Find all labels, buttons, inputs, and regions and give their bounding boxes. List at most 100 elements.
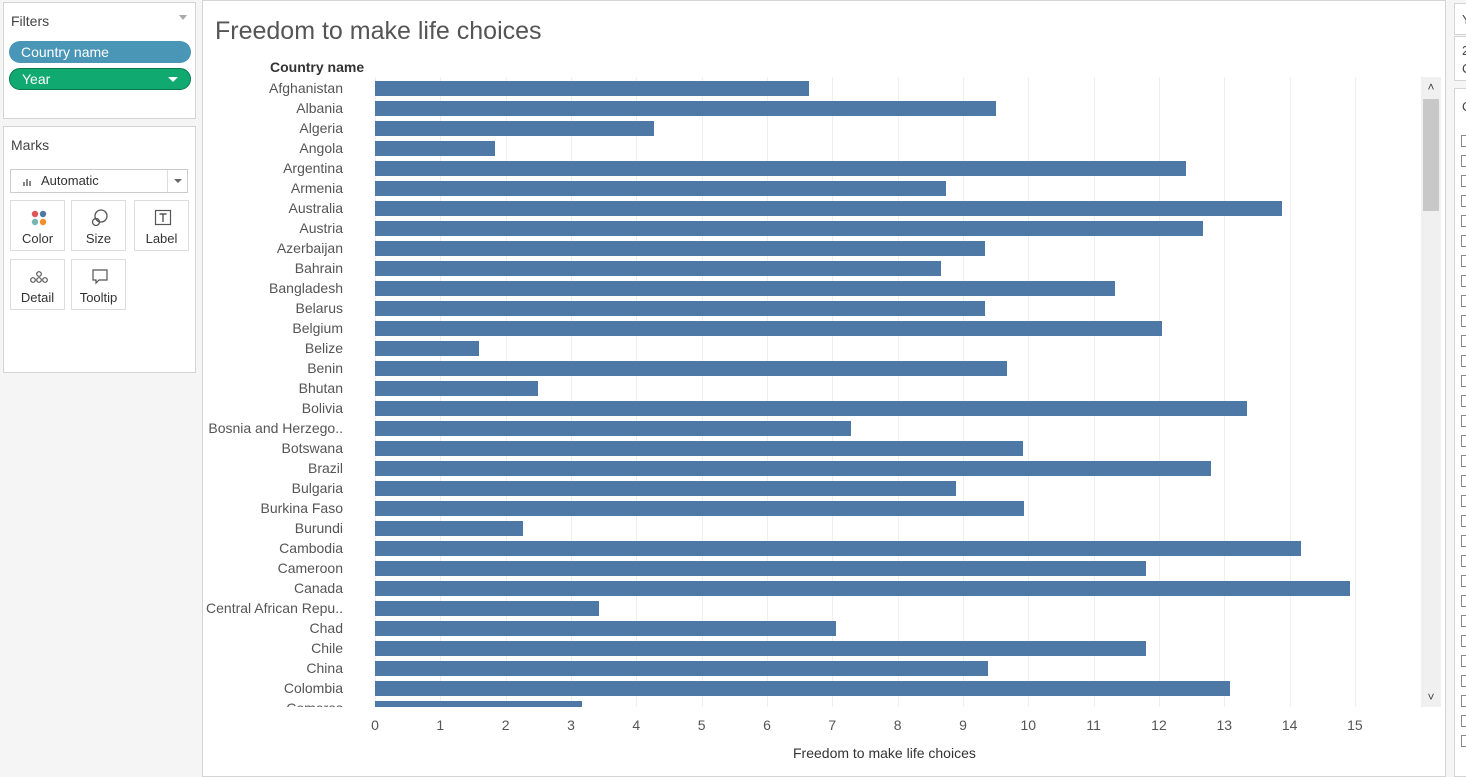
row-label[interactable]: Algeria bbox=[299, 120, 343, 136]
chevron-down-icon[interactable] bbox=[167, 170, 187, 192]
tooltip-button[interactable]: Tooltip bbox=[71, 259, 126, 310]
row-label[interactable]: Azerbaijan bbox=[276, 240, 343, 256]
mark-type-select[interactable]: Automatic bbox=[10, 169, 188, 193]
filter-checkbox[interactable] bbox=[1461, 235, 1466, 247]
filter-pill-country[interactable]: Country name bbox=[9, 41, 191, 63]
row-label[interactable]: Brazil bbox=[307, 460, 343, 476]
bar[interactable] bbox=[375, 241, 985, 256]
vertical-scrollbar[interactable]: ˄ ˅ bbox=[1421, 77, 1441, 707]
size-button[interactable]: Size bbox=[71, 200, 126, 251]
filter-checkbox[interactable] bbox=[1461, 735, 1466, 747]
row-label[interactable]: Canada bbox=[293, 580, 343, 596]
filter-checkbox[interactable] bbox=[1461, 135, 1466, 147]
filter-checkbox[interactable] bbox=[1461, 175, 1466, 187]
filter-checkbox[interactable] bbox=[1461, 715, 1466, 727]
filter-checkbox[interactable] bbox=[1461, 395, 1466, 407]
row-label[interactable]: Bhutan bbox=[298, 380, 343, 396]
filter-checkbox[interactable] bbox=[1461, 515, 1466, 527]
filter-checkbox[interactable] bbox=[1461, 355, 1466, 367]
detail-button[interactable]: Detail bbox=[10, 259, 65, 310]
filter-checkbox[interactable] bbox=[1461, 535, 1466, 547]
row-label[interactable]: Albania bbox=[296, 100, 343, 116]
row-label[interactable]: Bahrain bbox=[294, 260, 343, 276]
filter-checkbox[interactable] bbox=[1461, 215, 1466, 227]
row-label[interactable]: Bangladesh bbox=[269, 280, 343, 296]
bar[interactable] bbox=[375, 141, 495, 156]
row-label[interactable]: Burundi bbox=[294, 520, 343, 536]
scroll-thumb[interactable] bbox=[1423, 99, 1439, 211]
filter-checkbox[interactable] bbox=[1461, 655, 1466, 667]
label-button[interactable]: Label bbox=[134, 200, 189, 251]
scroll-down-icon[interactable]: ˅ bbox=[1427, 690, 1435, 704]
row-label[interactable]: Angola bbox=[299, 140, 343, 156]
filter-checkbox[interactable] bbox=[1461, 495, 1466, 507]
filter-checkbox[interactable] bbox=[1461, 575, 1466, 587]
bar[interactable] bbox=[375, 161, 1187, 176]
color-button[interactable]: Color bbox=[10, 200, 65, 251]
bar[interactable] bbox=[375, 601, 600, 616]
bar[interactable] bbox=[375, 101, 996, 116]
filter-checkbox[interactable] bbox=[1461, 695, 1466, 707]
row-label[interactable]: Austria bbox=[299, 220, 343, 236]
filter-checkbox[interactable] bbox=[1461, 315, 1466, 327]
filter-checkbox[interactable] bbox=[1461, 475, 1466, 487]
filter-checkbox[interactable] bbox=[1461, 255, 1466, 267]
row-label[interactable]: Bolivia bbox=[301, 400, 343, 416]
row-label[interactable]: Bosnia and Herzego.. bbox=[208, 420, 343, 436]
row-label[interactable]: Cambodia bbox=[279, 540, 343, 556]
bar[interactable] bbox=[375, 541, 1302, 556]
bar[interactable] bbox=[375, 261, 942, 276]
row-label[interactable]: Afghanistan bbox=[269, 80, 343, 96]
bar[interactable] bbox=[375, 201, 1282, 216]
row-label[interactable]: China bbox=[306, 660, 343, 676]
row-label[interactable]: Chile bbox=[311, 640, 343, 656]
filter-checkbox[interactable] bbox=[1461, 595, 1466, 607]
bar[interactable] bbox=[375, 441, 1024, 456]
bar[interactable] bbox=[375, 421, 851, 436]
row-label[interactable]: Central African Repu.. bbox=[206, 600, 343, 616]
row-label[interactable]: Belize bbox=[304, 340, 343, 356]
bar[interactable] bbox=[375, 361, 1007, 376]
bar[interactable] bbox=[375, 461, 1212, 476]
filter-checkbox[interactable] bbox=[1461, 275, 1466, 287]
row-label[interactable]: Colombia bbox=[283, 680, 343, 696]
filter-checkbox[interactable] bbox=[1461, 415, 1466, 427]
filter-checkbox[interactable] bbox=[1461, 635, 1466, 647]
bar[interactable] bbox=[375, 181, 946, 196]
filter-checkbox[interactable] bbox=[1461, 555, 1466, 567]
filter-checkbox[interactable] bbox=[1461, 195, 1466, 207]
filter-checkbox[interactable] bbox=[1461, 335, 1466, 347]
bar[interactable] bbox=[375, 341, 479, 356]
bar[interactable] bbox=[375, 661, 989, 676]
bar[interactable] bbox=[375, 581, 1351, 596]
row-label[interactable]: Australia bbox=[288, 200, 343, 216]
dropdown-arrow-icon[interactable] bbox=[168, 77, 178, 82]
row-label[interactable]: Armenia bbox=[290, 180, 343, 196]
row-label[interactable]: Belarus bbox=[295, 300, 343, 316]
filter-checkbox[interactable] bbox=[1461, 375, 1466, 387]
filter-checkbox[interactable] bbox=[1461, 455, 1466, 467]
bar[interactable] bbox=[375, 281, 1116, 296]
row-label[interactable]: Belgium bbox=[292, 320, 343, 336]
bar[interactable] bbox=[375, 121, 654, 136]
filter-checkbox[interactable] bbox=[1461, 155, 1466, 167]
bar[interactable] bbox=[375, 321, 1162, 336]
bar[interactable] bbox=[375, 381, 539, 396]
bar[interactable] bbox=[375, 641, 1146, 656]
row-label[interactable]: Argentina bbox=[283, 160, 343, 176]
bar[interactable] bbox=[375, 561, 1146, 576]
row-label[interactable]: Burkina Faso bbox=[260, 500, 343, 516]
filter-checkbox[interactable] bbox=[1461, 435, 1466, 447]
chevron-down-icon[interactable] bbox=[179, 15, 187, 20]
row-header[interactable]: Country name bbox=[270, 59, 365, 75]
row-label[interactable]: Bulgaria bbox=[291, 480, 343, 496]
filter-checkbox[interactable] bbox=[1461, 675, 1466, 687]
scroll-up-icon[interactable]: ˄ bbox=[1427, 80, 1435, 94]
row-label[interactable]: Benin bbox=[307, 360, 343, 376]
bar[interactable] bbox=[375, 521, 524, 536]
row-label[interactable]: Comoros bbox=[286, 698, 343, 707]
filter-pill-year[interactable]: Year bbox=[9, 68, 191, 90]
bar[interactable] bbox=[375, 621, 836, 636]
bar[interactable] bbox=[375, 81, 810, 96]
filter-checkbox[interactable] bbox=[1461, 295, 1466, 307]
